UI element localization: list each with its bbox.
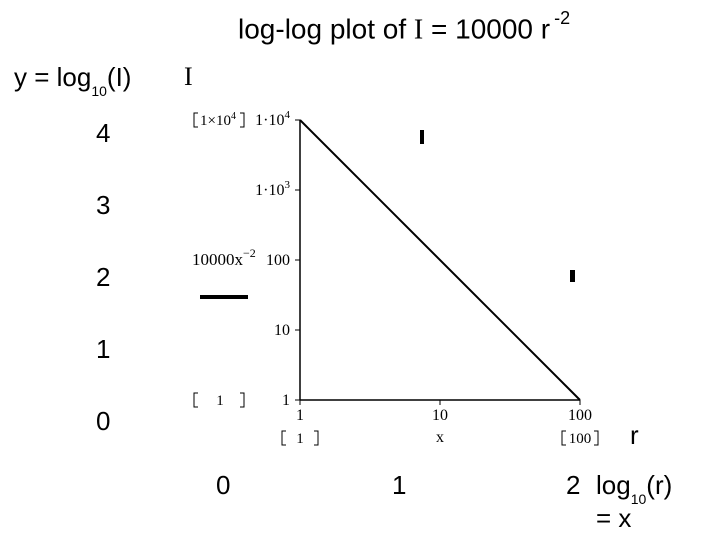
svg-text:10: 10: [274, 322, 290, 339]
svg-text:10: 10: [432, 407, 448, 424]
svg-text:1: 1: [296, 431, 304, 447]
xlabel-sub: 10: [631, 491, 647, 507]
chart-svg: 1101001·1031·1041×10411101001100x10000x−…: [190, 110, 620, 460]
loglog-chart: 1101001·1031·1041×10411101001100x10000x−…: [300, 120, 580, 400]
outer-ytick-3: 3: [96, 190, 110, 221]
svg-text:100: 100: [266, 252, 290, 269]
outer-ytick-4: 4: [96, 118, 110, 149]
outer-ytick-1: 1: [96, 334, 110, 365]
xlabel-line2: = x: [596, 503, 631, 533]
outer-ytick-2: 2: [96, 262, 110, 293]
ylabel-sub: 10: [91, 83, 107, 99]
artifact-mark: [420, 130, 424, 144]
svg-text:1·103: 1·103: [255, 179, 290, 199]
svg-text:1: 1: [282, 392, 290, 409]
title-exp: -2: [554, 8, 570, 28]
svg-text:1: 1: [296, 407, 304, 424]
y-axis-label: y = log10(I): [14, 62, 131, 95]
outer-xtick-0: 0: [216, 470, 230, 501]
svg-text:100: 100: [568, 407, 592, 424]
title-symbol: I: [414, 14, 423, 45]
ylabel-tail: (I): [107, 62, 132, 92]
svg-text:10000x−2: 10000x−2: [192, 246, 256, 269]
artifact-mark: [570, 270, 575, 282]
title-prefix: log-log plot of: [238, 13, 414, 44]
ylabel-text: y = log: [14, 62, 91, 92]
xlabel-b: (r): [646, 470, 672, 500]
svg-text:1·104: 1·104: [255, 110, 290, 129]
svg-text:1×104: 1×104: [200, 111, 236, 129]
x-axis-label-right: log10(r) = x: [596, 470, 672, 534]
r-label: r: [630, 420, 639, 451]
title-equals: = 10000 r: [423, 13, 550, 44]
svg-text:1: 1: [216, 393, 224, 409]
outer-xtick-1: 1: [392, 470, 406, 501]
xlabel-a: log: [596, 470, 631, 500]
outer-ytick-0: 0: [96, 406, 110, 437]
outer-xtick-2: 2: [566, 470, 580, 501]
plot-title: log-log plot of I = 10000 r-2: [238, 12, 570, 46]
svg-text:100: 100: [569, 431, 592, 447]
svg-text:x: x: [436, 429, 444, 446]
y-axis-symbol: I: [184, 62, 193, 92]
